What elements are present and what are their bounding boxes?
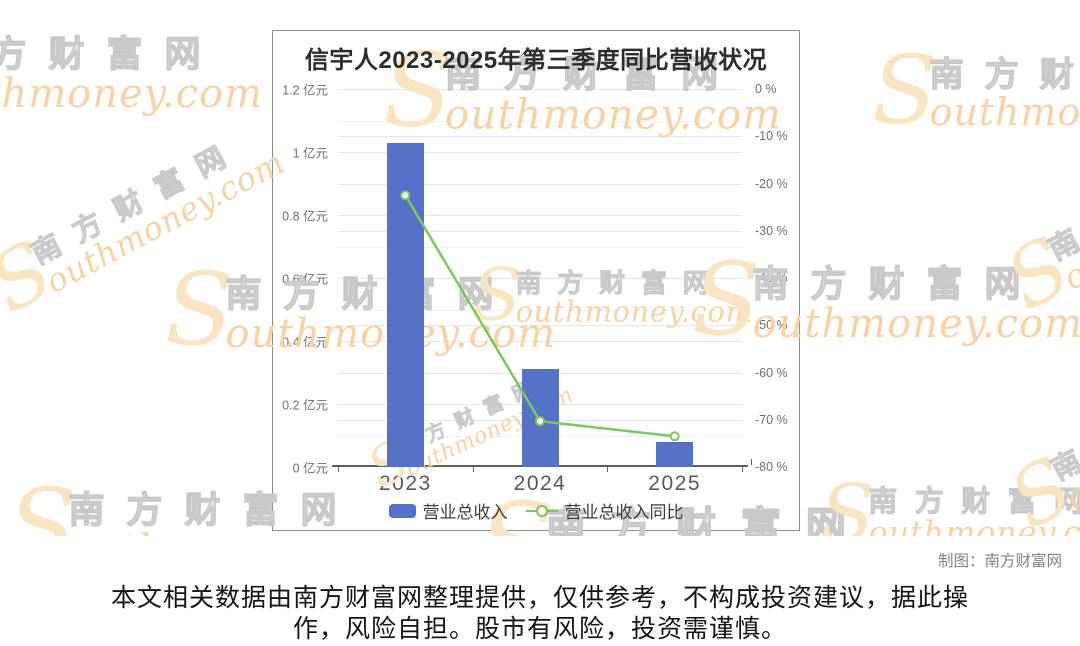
watermark: S 南方财富网 outhmoney.com (994, 331, 1080, 536)
watermark-site-name: 南方财富网 (1042, 125, 1080, 267)
watermark-site-name: 南方财富网 (1045, 348, 1080, 487)
watermark: S 南方财富网 outhmoney.com (990, 107, 1080, 329)
x-axis-label: 2024 (513, 472, 567, 495)
watermark-s-swoosh-icon: S (990, 217, 1080, 329)
gridline-left (338, 341, 742, 342)
watermark-site-domain: outhmoney.com (868, 514, 1080, 536)
gridline-right (338, 230, 742, 232)
gridline-left (338, 89, 742, 90)
y-axis-label-right: -70 % (755, 412, 788, 427)
watermark-text-column: 南方财富网 outhmoney.com (25, 115, 291, 301)
gridline-left (338, 152, 742, 153)
watermark-s-swoosh-icon: S (0, 222, 68, 332)
legend: 营业总收入 营业总收入同比 (273, 498, 799, 523)
y-axis-label-left: 0.8 亿元 (282, 209, 328, 224)
data-point-marker (535, 416, 545, 427)
line-series-swatch-icon (525, 504, 558, 518)
watermark-text-column: 南方财富网 outhmoney.com (1045, 331, 1080, 517)
watermark-site-name: 南方财富网 (868, 484, 1080, 518)
watermark: S 南方财富网 outhmoney.com (0, 115, 291, 332)
gridline-right (338, 136, 742, 138)
gridline-left (338, 309, 742, 311)
x-axis-label: 2025 (648, 472, 702, 495)
disclaimer-line-1: 本文相关数据由南方财富网整理提供，仅供参考，不构成投资建议，据此操 (110, 584, 969, 612)
legend-item-yoy: 营业总收入同比 (525, 498, 684, 523)
trend-line-path (404, 194, 675, 438)
data-point-marker (669, 431, 680, 442)
legend-line-marker (535, 505, 548, 517)
y-axis-label-right: -80 % (755, 460, 788, 474)
watermark-site-name: 南方财富网 (929, 54, 1080, 94)
legend-label-revenue: 营业总收入 (422, 503, 508, 522)
credit-line: 制图：南方财富网 (937, 553, 1062, 570)
watermark: S 南方财富网 outhmoney.com (872, 33, 1080, 146)
axis-tick (338, 467, 339, 472)
watermark: S 南方财富网 outhmoney.com (0, 30, 263, 114)
axis-tick (742, 467, 743, 472)
y-axis-label-left: 1 亿元 (292, 146, 328, 161)
gridline-left (338, 215, 742, 216)
watermark-s-swoosh-icon: S (820, 466, 875, 536)
y-axis-label-left: 0.6 亿元 (282, 272, 328, 287)
disclaimer: 本文相关数据由南方财富网整理提供，仅供参考，不构成投资建议，据此操 作，风险自担… (0, 583, 1080, 645)
watermark-site-name: 南方财富网 (0, 33, 223, 74)
y-axis-label-right: -40 % (755, 271, 788, 285)
y-axis-label-right: -50 % (755, 318, 788, 333)
watermark-site-domain: outhmoney.com (0, 71, 264, 117)
watermark-s-swoosh-icon: S (8, 467, 77, 537)
gridline-left (338, 246, 742, 248)
y-axis-label-right: -30 % (755, 223, 788, 238)
watermark-site-name: 南方财富网 (25, 132, 247, 271)
axis-tick (607, 467, 609, 472)
yoy-trend-line (400, 190, 680, 442)
watermark-site-domain: outhmoney.com (1057, 137, 1080, 298)
y-axis-label-left: 0.2 亿元 (282, 398, 328, 413)
y-axis-label-right: -20 % (755, 176, 788, 191)
watermark: S 南方财富网 outhmoney.com (820, 466, 1080, 536)
gridline-left (338, 120, 742, 122)
legend-item-revenue: 营业总收入 (388, 498, 508, 523)
disclaimer-line-2: 作，风险自担。股市有风险，投资需谨慎。 (292, 615, 787, 643)
y-axis-label-right: -10 % (755, 129, 788, 144)
watermark-text-column: 南方财富网 outhmoney.com (752, 260, 1080, 347)
watermark-site-domain: outhmoney.com (1060, 360, 1080, 517)
watermark-site-name: 南方财富网 (752, 263, 1043, 304)
watermark-site-domain: outhmoney.com (752, 301, 1080, 347)
legend-label-yoy: 营业总收入同比 (564, 503, 684, 522)
x-axis-label: 2023 (378, 472, 432, 495)
y-axis-label-left: 1.2 亿元 (282, 83, 328, 98)
y-axis-label-left: 0 亿元 (292, 461, 328, 476)
watermark-site-domain: outhmoney.com (40, 144, 291, 301)
watermark-text-column: 南方财富网 outhmoney.com (0, 30, 263, 114)
watermark-s-swoosh-icon: S (994, 438, 1080, 536)
data-point-marker (400, 190, 411, 201)
watermark-text-column: 南方财富网 outhmoney.com (868, 482, 1080, 536)
watermark-text-column: 南方财富网 outhmoney.com (1042, 107, 1080, 298)
chart-card: 信宇人2023-2025年第三季度同比营收状况 营业总收入 营业总收入同比 1.… (272, 30, 800, 531)
watermark-site-domain: outhmoney.com (929, 90, 1080, 135)
gridline-right (338, 325, 742, 327)
gridline-right (338, 278, 742, 279)
y-axis-label-left: 0.4 亿元 (282, 335, 328, 350)
watermark-text-column: 南方财富网 outhmoney.com (929, 52, 1080, 132)
bar-series-swatch-icon (388, 503, 416, 518)
chart-title: 信宇人2023-2025年第三季度同比营收状况 (304, 47, 768, 74)
gridline-right (338, 183, 742, 185)
watermark-s-swoosh-icon: S (165, 251, 234, 368)
y-axis-label-right: 0 % (755, 82, 777, 96)
axis-end-tick (751, 459, 752, 465)
watermark-s-swoosh-icon: S (872, 33, 938, 146)
axis-tick (472, 467, 474, 472)
bar-2025 (656, 441, 694, 467)
y-axis-label-right: -60 % (755, 365, 788, 380)
